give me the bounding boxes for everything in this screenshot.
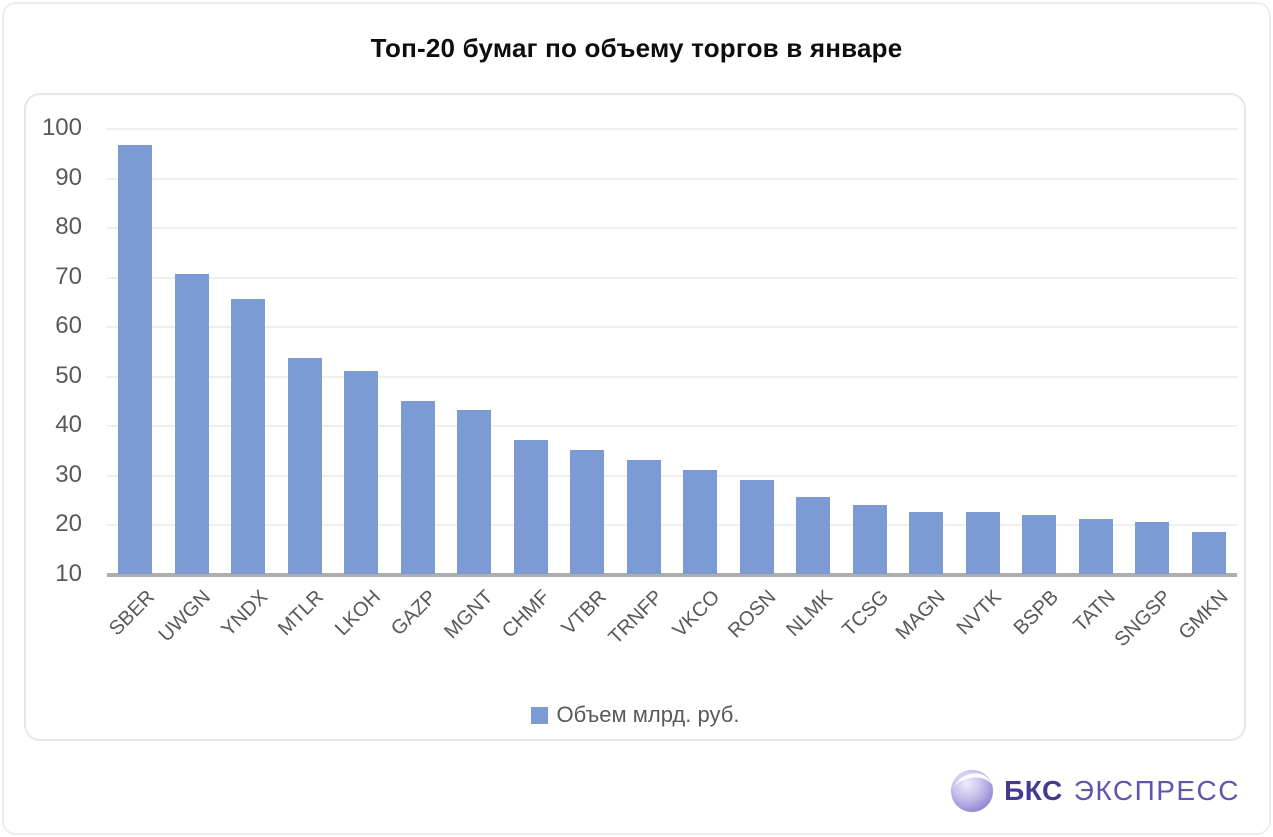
bar-MGNT bbox=[457, 410, 492, 574]
x-tick-label-YNDX: YNDX bbox=[216, 586, 272, 641]
bar-GMKN bbox=[1191, 531, 1226, 574]
x-tick-label-MTLR: MTLR bbox=[274, 586, 329, 641]
y-tick-label: 70 bbox=[55, 262, 82, 290]
y-tick-label: 20 bbox=[55, 510, 82, 538]
y-tick-label: 60 bbox=[55, 312, 82, 340]
chart-title: Топ-20 бумаг по объему торгов в январе bbox=[370, 33, 903, 63]
bar-NLMK bbox=[796, 497, 831, 574]
gridline-90 bbox=[107, 177, 1237, 180]
x-tick-label-VTBR: VTBR bbox=[557, 586, 611, 640]
x-axis-line bbox=[107, 573, 1237, 577]
plot-area: SBER UWGN YNDX MTLR LKOH GAZP MGNT CHMF VTBR TRNF… bbox=[105, 128, 1237, 651]
bar-NVTK bbox=[965, 512, 1000, 574]
brand-name-rest: ЭКСПРЕСС bbox=[1073, 775, 1240, 806]
x-tick-label-CHMF: CHMF bbox=[497, 586, 555, 643]
x-tick-label-GMKN: GMKN bbox=[1174, 586, 1233, 644]
gridline-50 bbox=[107, 375, 1237, 378]
gridline-80 bbox=[107, 227, 1237, 230]
bar-BSPB bbox=[1022, 514, 1057, 574]
x-tick-label-TCSG: TCSG bbox=[838, 586, 894, 641]
y-tick-label: 80 bbox=[55, 213, 82, 241]
bar-UWGN bbox=[174, 274, 209, 574]
sphere-icon bbox=[951, 769, 994, 813]
x-tick-label-NLMK: NLMK bbox=[781, 586, 837, 641]
legend-swatch-icon bbox=[530, 706, 548, 724]
bar-CHMF bbox=[513, 440, 548, 574]
gridline-100 bbox=[107, 128, 1237, 130]
brand-name-bold: БКС bbox=[1004, 775, 1063, 806]
bar-TCSG bbox=[852, 504, 887, 574]
bar-VTBR bbox=[570, 450, 605, 574]
bar-LKOH bbox=[344, 370, 379, 574]
gridline-60 bbox=[107, 326, 1237, 329]
y-tick-label: 100 bbox=[41, 114, 82, 141]
x-tick-label-BSPB: BSPB bbox=[1009, 586, 1063, 640]
x-tick-label-LKOH: LKOH bbox=[330, 586, 385, 641]
bar-MAGN bbox=[909, 512, 944, 574]
x-tick-label-GAZP: GAZP bbox=[387, 586, 442, 641]
x-tick-label-NVTK: NVTK bbox=[953, 586, 1007, 640]
chart-panel: SBER UWGN YNDX MTLR LKOH GAZP MGNT CHMF VTBR TRNF… bbox=[24, 93, 1246, 741]
x-tick-label-ROSN: ROSN bbox=[723, 586, 781, 643]
y-tick-label: 90 bbox=[55, 163, 82, 191]
y-tick-label: 50 bbox=[55, 361, 82, 389]
gridline-30 bbox=[107, 474, 1237, 477]
bar-ROSN bbox=[739, 479, 774, 574]
x-tick-label-MAGN: MAGN bbox=[891, 586, 950, 644]
y-tick-label: 10 bbox=[55, 560, 82, 587]
x-tick-label-TATN: TATN bbox=[1068, 586, 1120, 637]
x-tick-label-MGNT: MGNT bbox=[440, 586, 498, 644]
x-tick-label-VKCO: VKCO bbox=[668, 586, 724, 642]
gridline-70 bbox=[107, 276, 1237, 279]
bar-VKCO bbox=[683, 469, 718, 574]
x-tick-label-UWGN: UWGN bbox=[154, 586, 216, 647]
bar-GAZP bbox=[400, 400, 435, 574]
x-tick-label-SBER: SBER bbox=[104, 586, 159, 641]
gridline-20 bbox=[107, 524, 1237, 527]
y-tick-label: 40 bbox=[55, 411, 82, 439]
x-tick-label-TRNFP: TRNFP bbox=[604, 586, 668, 649]
bar-TATN bbox=[1078, 519, 1113, 574]
bks-express-logo: БКС ЭКСПРЕСС bbox=[949, 768, 1240, 814]
y-tick-label: 30 bbox=[55, 460, 82, 488]
bar-SBER bbox=[118, 145, 153, 574]
bar-MTLR bbox=[287, 358, 322, 574]
x-tick-label-SNGSP: SNGSP bbox=[1110, 586, 1176, 652]
gridline-40 bbox=[107, 425, 1237, 428]
legend: Объем млрд. руб. bbox=[26, 702, 1244, 728]
bar-SNGSP bbox=[1135, 521, 1170, 574]
bar-TRNFP bbox=[626, 460, 661, 574]
bar-YNDX bbox=[231, 298, 266, 574]
legend-label: Объем млрд. руб. bbox=[556, 702, 740, 727]
